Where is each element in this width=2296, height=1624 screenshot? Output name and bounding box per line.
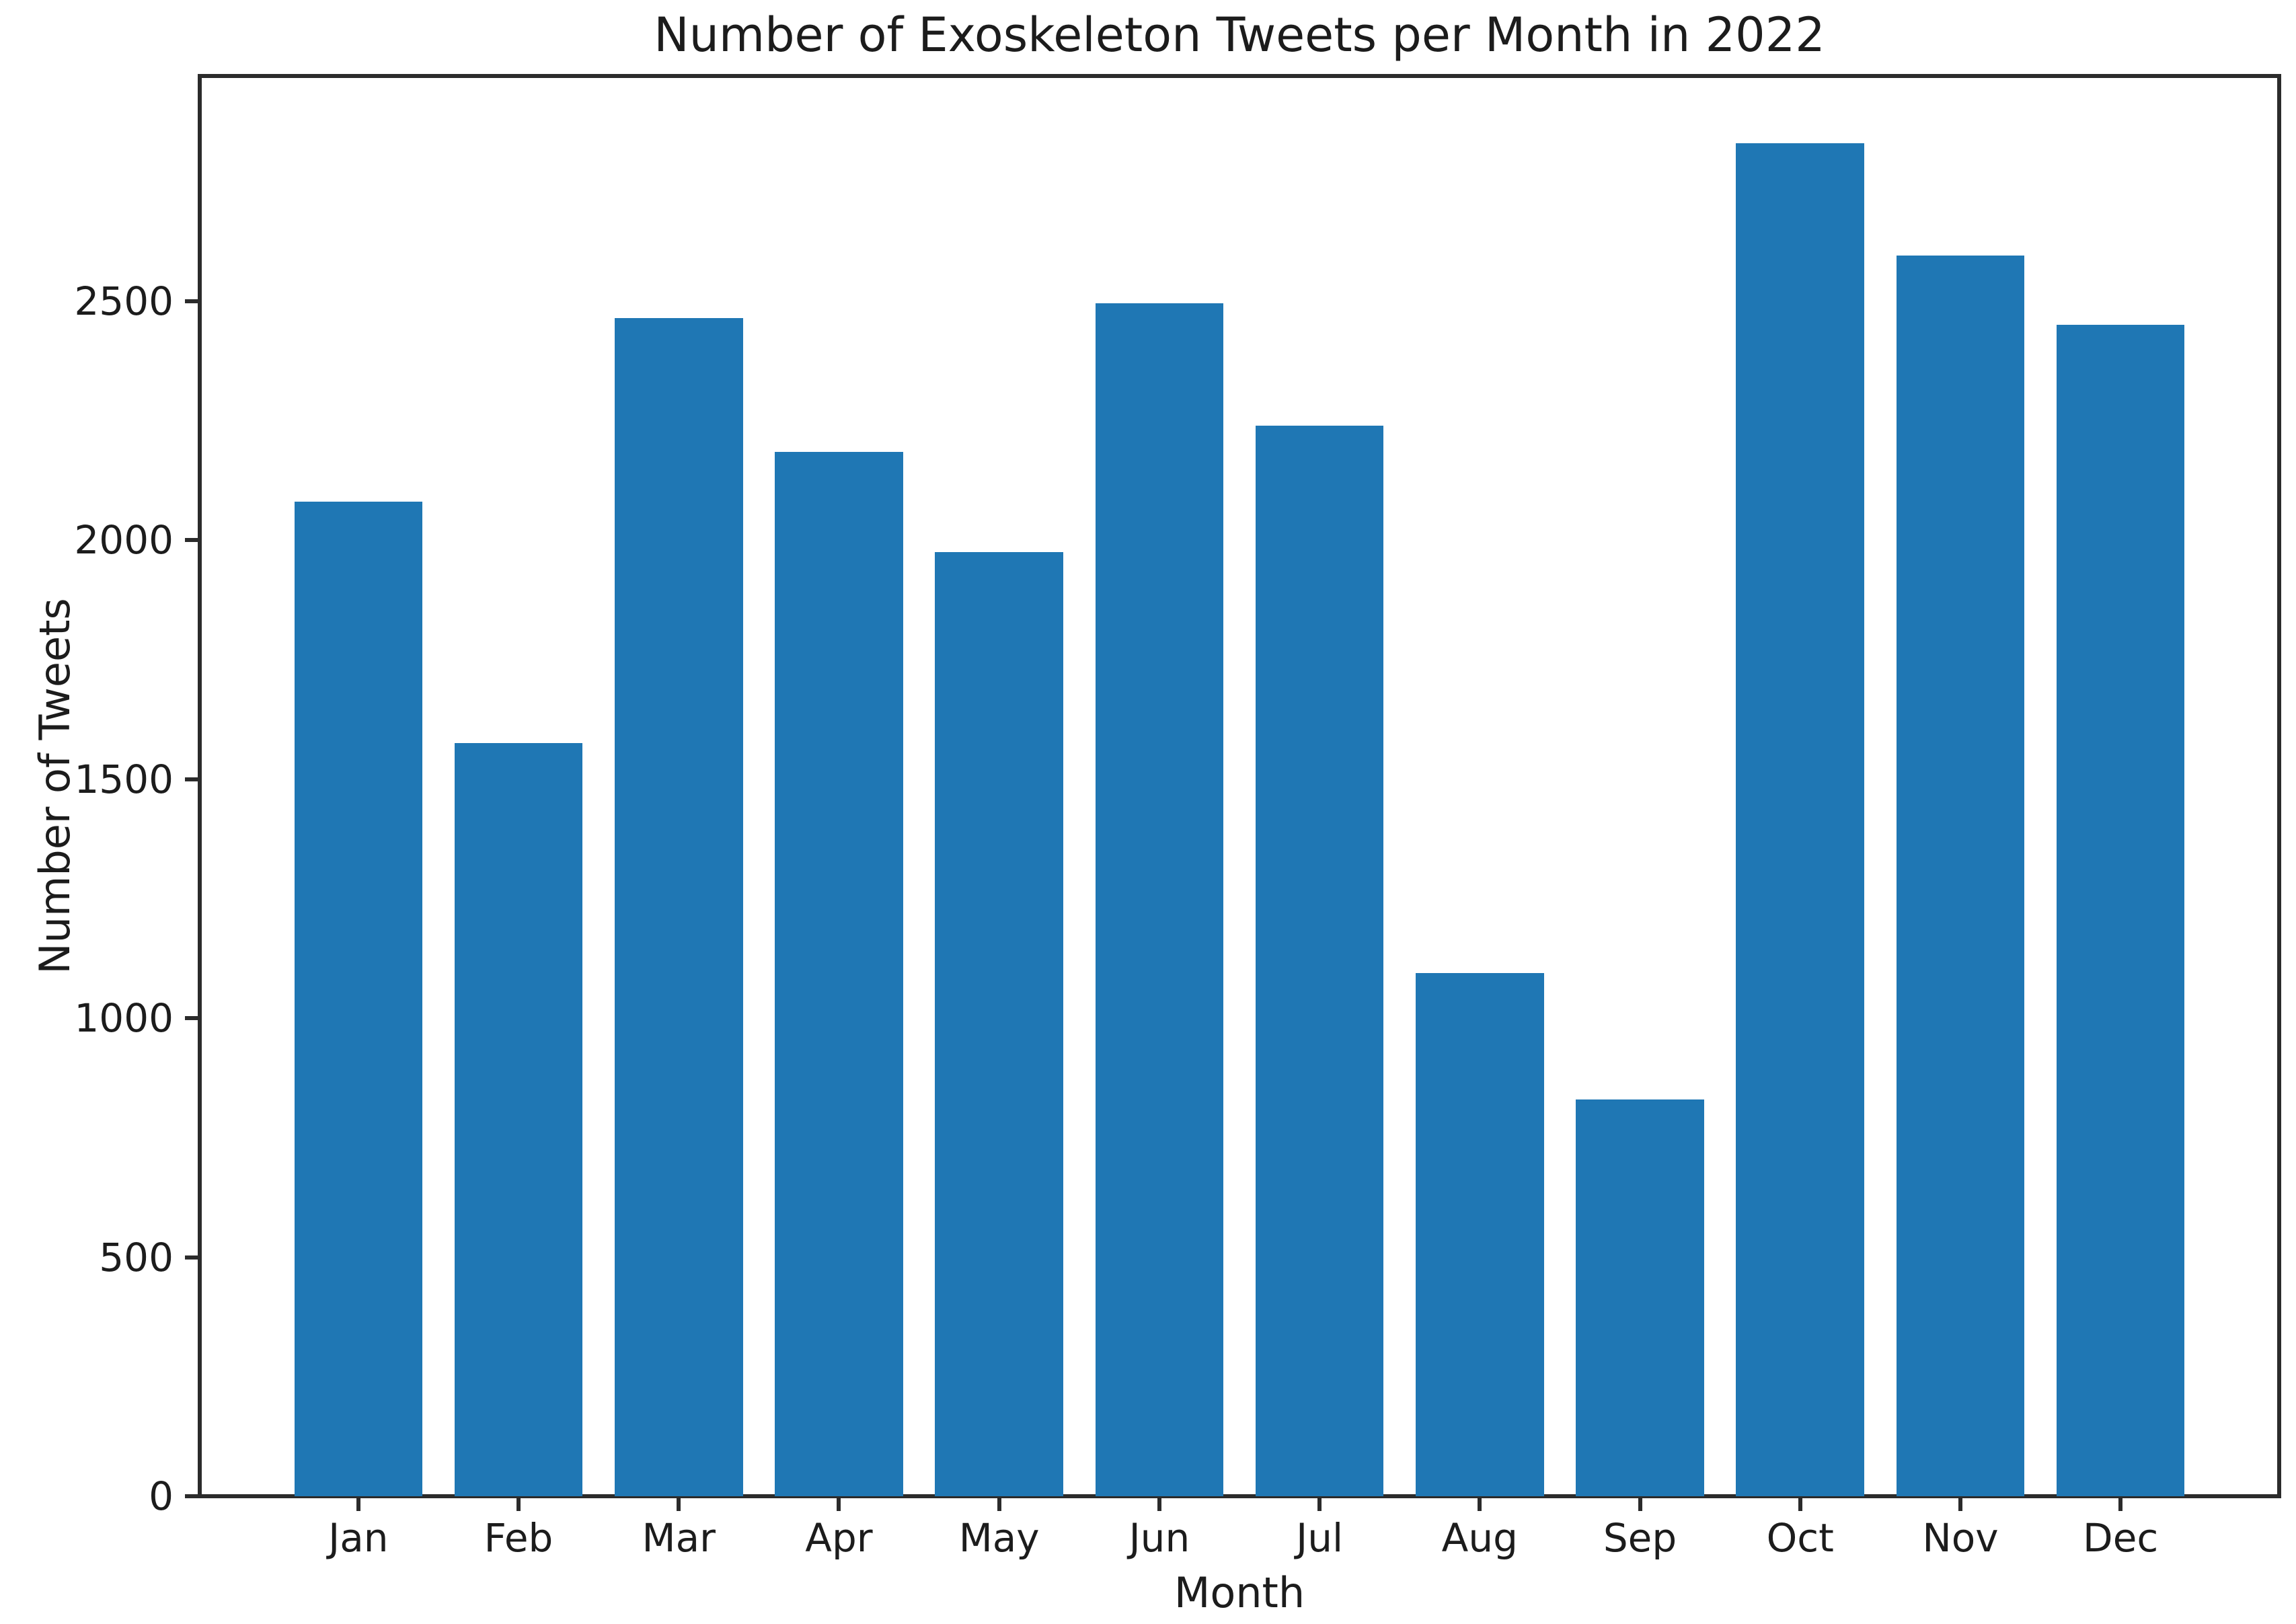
x-tick-mark-feb [516,1496,521,1511]
bar-apr [775,451,903,1496]
bar-aug [1416,972,1544,1496]
x-tick-label-jul: Jul [1296,1515,1344,1561]
x-tick-mark-dec [2118,1496,2123,1511]
bar-jul [1255,425,1384,1496]
y-tick-label-1500: 1500 [74,756,174,802]
x-tick-mark-nov [1958,1496,1962,1511]
bar-feb [454,743,583,1496]
x-tick-label-feb: Feb [484,1515,553,1561]
y-tick-label-2500: 2500 [74,278,174,324]
x-tick-label-nov: Nov [1922,1515,1999,1561]
x-axis-label: Month [1174,1568,1305,1617]
bar-sep [1576,1099,1704,1496]
y-axis-label: Number of Tweets [30,598,79,974]
x-tick-label-oct: Oct [1766,1515,1834,1561]
x-tick-mark-may [997,1496,1001,1511]
y-tick-mark-2500 [185,299,200,303]
x-tick-label-apr: Apr [805,1515,873,1561]
x-tick-label-mar: Mar [642,1515,716,1561]
y-tick-label-0: 0 [149,1473,174,1519]
x-tick-label-dec: Dec [2083,1515,2159,1561]
chart-title: Number of Exoskeleton Tweets per Month i… [654,7,1825,63]
plot-frame [198,74,2281,1498]
y-tick-mark-2000 [185,538,200,543]
y-tick-mark-500 [185,1255,200,1260]
x-tick-label-aug: Aug [1441,1515,1518,1561]
x-tick-mark-jun [1157,1496,1161,1511]
bar-jan [294,502,423,1496]
y-tick-mark-1000 [185,1016,200,1021]
x-tick-mark-apr [837,1496,841,1511]
x-tick-mark-aug [1478,1496,1482,1511]
x-tick-label-jun: Jun [1128,1515,1190,1561]
bar-may [935,552,1063,1496]
x-tick-mark-jan [356,1496,360,1511]
y-tick-label-2000: 2000 [74,517,174,564]
y-tick-mark-0 [185,1494,200,1498]
y-tick-label-1000: 1000 [74,995,174,1042]
y-tick-mark-1500 [185,777,200,781]
bar-jun [1095,303,1224,1496]
bar-nov [1896,256,2025,1496]
x-tick-label-jan: Jan [328,1515,389,1561]
bar-oct [1736,143,1865,1496]
x-tick-mark-jul [1317,1496,1322,1511]
bar-mar [614,317,743,1496]
x-tick-mark-oct [1798,1496,1802,1511]
x-tick-mark-mar [677,1496,681,1511]
y-tick-label-500: 500 [99,1234,174,1280]
x-tick-label-sep: Sep [1603,1515,1677,1561]
x-tick-label-may: May [958,1515,1040,1561]
x-tick-mark-sep [1638,1496,1642,1511]
plot-area [200,76,2279,1496]
bar-dec [2056,325,2185,1496]
